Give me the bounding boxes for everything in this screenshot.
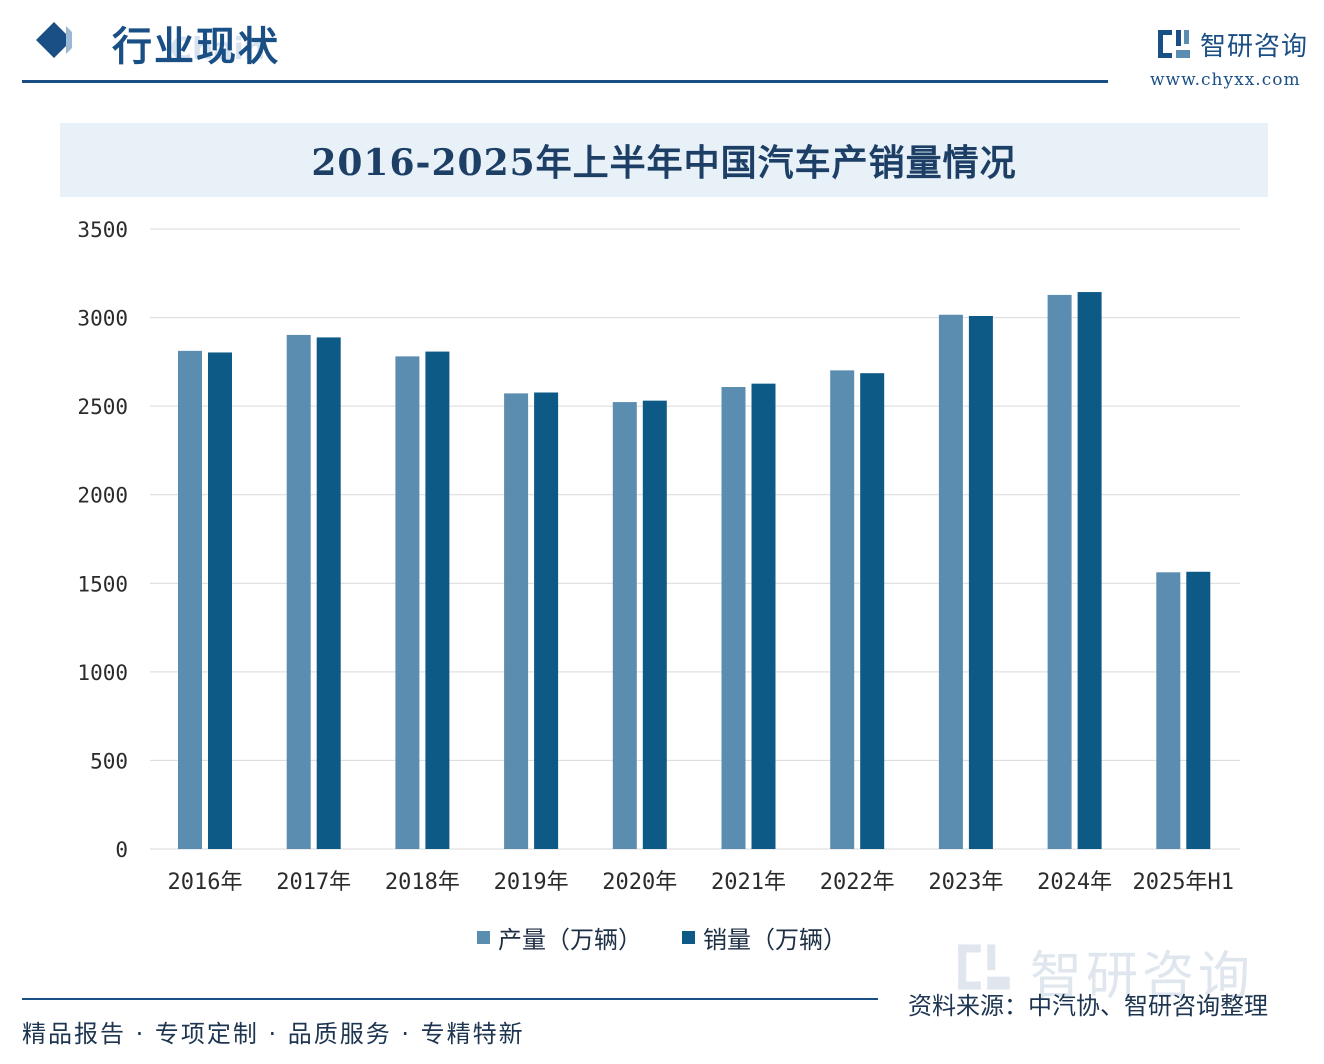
header-divider xyxy=(22,80,1108,83)
watermark-text: 智研咨询 xyxy=(1030,947,1255,1007)
bar-sales xyxy=(968,315,993,849)
y-tick-label: 3000 xyxy=(77,307,128,331)
y-tick-label: 500 xyxy=(90,749,128,773)
bar-sales xyxy=(208,352,232,849)
footer-divider xyxy=(22,998,878,1000)
bar-sales xyxy=(425,351,450,849)
watermark-logo-icon xyxy=(958,944,1010,990)
chart-title: 2016-2025年上半年中国汽车产销量情况 xyxy=(311,142,1017,184)
chart-title-band: 2016-2025年上半年中国汽车产销量情况 xyxy=(60,123,1268,197)
y-tick-label: 1500 xyxy=(77,572,128,596)
legend-swatch-sales xyxy=(682,931,695,944)
x-tick-label: 2024年 xyxy=(1037,870,1112,895)
brand-logo-icon xyxy=(1158,30,1190,58)
x-tick-label: 2021年 xyxy=(711,870,786,895)
x-tick-label: 2016年 xyxy=(168,870,243,895)
bar-production xyxy=(286,334,311,850)
legend-item-production: 产量（万辆） xyxy=(477,920,642,955)
bar-sales xyxy=(1186,571,1211,849)
diamond-icon xyxy=(36,22,72,58)
bar-production xyxy=(938,314,963,849)
x-tick-label: 2019年 xyxy=(494,870,569,895)
y-tick-label: 2500 xyxy=(77,395,128,419)
legend-item-sales: 销量（万辆） xyxy=(682,920,847,955)
section-title: 行业现状 xyxy=(112,23,280,70)
footer-slogan: 精品报告 · 专项定制 · 品质服务 · 专精特新 xyxy=(22,1020,525,1048)
x-tick-label: 2017年 xyxy=(276,870,351,895)
bar-production xyxy=(721,387,746,849)
bar-production xyxy=(1156,572,1181,849)
x-tick-label: 2023年 xyxy=(928,870,1003,895)
y-tick-label: 2000 xyxy=(77,484,128,508)
x-tick-label: 2022年 xyxy=(820,870,895,895)
legend-label-sales: 销量（万辆） xyxy=(703,926,847,954)
legend-label-production: 产量（万辆） xyxy=(498,926,642,954)
data-source: 资料来源：中汽协、智研咨询整理 xyxy=(908,992,1268,1020)
bar-sales xyxy=(642,400,667,849)
legend-swatch-production xyxy=(477,931,490,944)
x-tick-label: 2018年 xyxy=(385,870,460,895)
bar-production xyxy=(612,402,637,849)
x-tick-label: 2025年H1 xyxy=(1133,870,1234,895)
x-tick-label: 2020年 xyxy=(602,870,677,895)
bar-production xyxy=(1047,294,1072,849)
y-tick-label: 0 xyxy=(115,838,128,862)
chart-legend: 产量（万辆） 销量（万辆） xyxy=(0,920,1324,955)
bar-production xyxy=(504,393,529,849)
bar-sales xyxy=(534,392,559,849)
brand-name: 智研咨询 xyxy=(1200,32,1309,62)
y-tick-label: 1000 xyxy=(77,661,128,685)
bar-production xyxy=(830,370,855,849)
bar-production xyxy=(178,350,202,849)
bar-sales xyxy=(751,383,776,849)
bar-sales xyxy=(316,337,341,849)
brand-url: www.chyxx.com xyxy=(1150,70,1301,90)
bar-production xyxy=(395,356,420,849)
y-tick-label: 3500 xyxy=(77,218,128,242)
bar-sales xyxy=(860,373,885,849)
bar-chart: 0 500 1000 1500 2000 2500 3000 3500 2016年 2017年 20… xyxy=(77,218,1240,895)
bar-sales xyxy=(1077,292,1102,849)
